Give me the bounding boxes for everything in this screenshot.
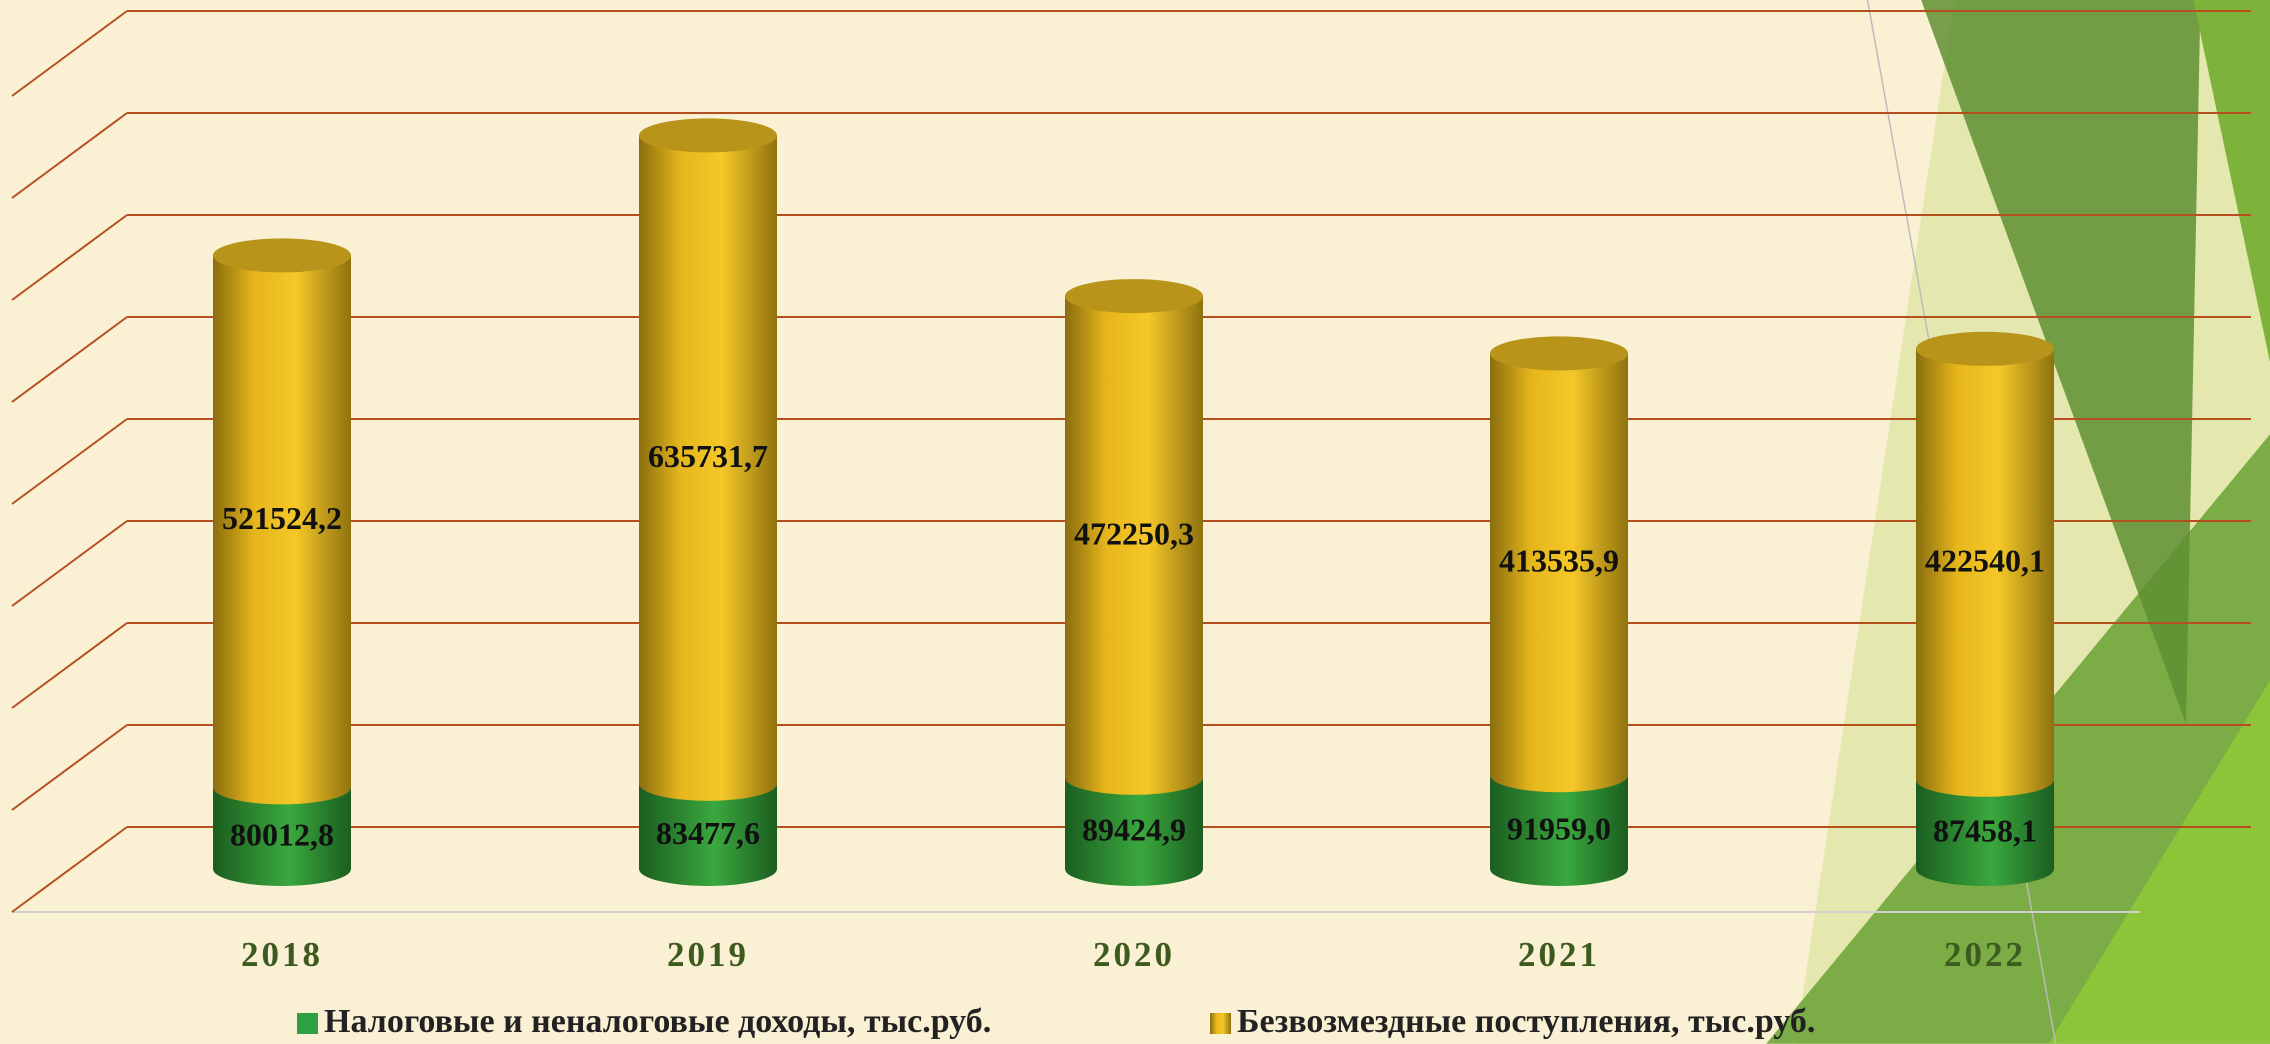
cylinder-top	[1490, 336, 1628, 370]
grid-line-side	[12, 215, 127, 300]
grid-line-side	[12, 317, 127, 402]
legend-marker	[1210, 1013, 1231, 1034]
grid-line-side	[12, 419, 127, 504]
cylinder-top	[1916, 332, 2054, 366]
x-tick-label: 2022	[1944, 935, 2026, 974]
x-tick-label: 2020	[1093, 935, 1175, 974]
x-tick-label: 2018	[241, 935, 323, 974]
cylinder-top	[213, 238, 351, 272]
value-label: 635731,7	[648, 438, 768, 474]
cylinder-top	[639, 118, 777, 152]
legend-label: Налоговые и неналоговые доходы, тыс.руб.	[324, 1003, 991, 1040]
value-label: 413535,9	[1499, 543, 1619, 579]
grid-line-side	[12, 11, 127, 96]
cylinder-top	[1065, 279, 1203, 313]
grid-line-side	[12, 623, 127, 708]
chart: 80012,8 521524,2 2018 83477,6 635731,7 2019 89…	[0, 0, 2270, 1044]
value-label: 83477,6	[656, 815, 760, 851]
grid-line-side	[12, 725, 127, 810]
value-label: 80012,8	[230, 817, 334, 853]
value-label: 422540,1	[1925, 543, 2045, 579]
x-tick-label: 2019	[667, 935, 749, 974]
value-label: 91959,0	[1507, 810, 1611, 846]
value-label: 89424,9	[1082, 812, 1186, 848]
legend-marker	[297, 1013, 318, 1034]
legend-label: Безвозмездные поступления, тыс.руб.	[1237, 1003, 1815, 1040]
grid-line-side	[12, 827, 127, 912]
value-label: 521524,2	[222, 500, 342, 536]
grid-line-side	[12, 521, 127, 606]
value-label: 472250,3	[1074, 515, 1194, 551]
grid-line-side	[12, 113, 127, 198]
x-tick-label: 2021	[1518, 935, 1600, 974]
value-label: 87458,1	[1933, 813, 2037, 849]
